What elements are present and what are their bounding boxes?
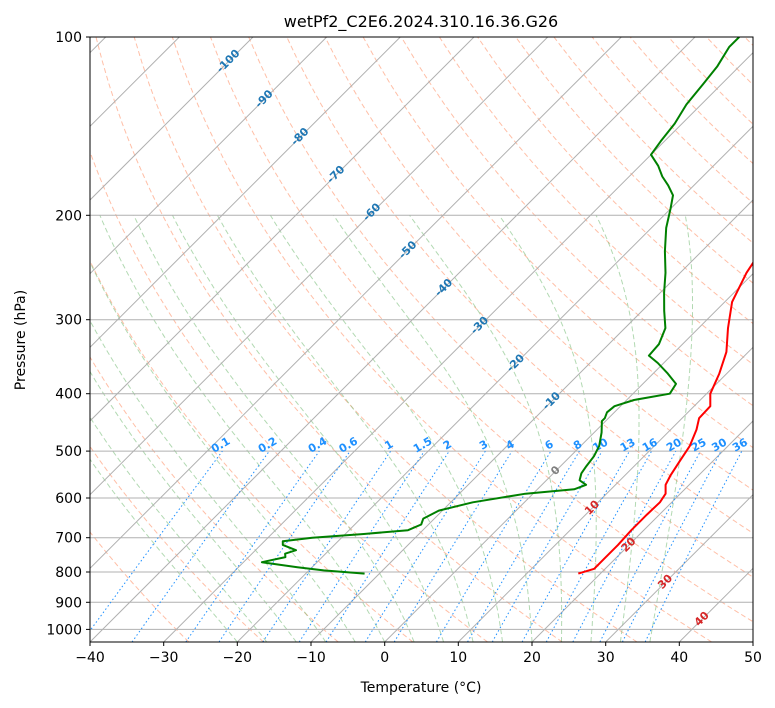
dewpoint-line bbox=[260, 37, 740, 575]
dry-adiabat-line bbox=[90, 531, 190, 642]
isotherm-line bbox=[457, 346, 753, 642]
dry-adiabat-line bbox=[90, 150, 488, 642]
dry-adiabat-line bbox=[90, 356, 339, 642]
mixing-ratio-line bbox=[185, 450, 320, 642]
x-axis-label: Temperature (°C) bbox=[360, 680, 482, 696]
moist-adiabat-line bbox=[409, 215, 563, 642]
x-tick-label: −20 bbox=[223, 650, 253, 666]
moist-adiabat-line bbox=[90, 416, 268, 642]
moist-adiabat-line bbox=[90, 319, 327, 642]
profile-series bbox=[260, 37, 753, 575]
y-tick-label: 400 bbox=[55, 387, 82, 403]
mixing-ratio-lines bbox=[90, 450, 743, 642]
moist-adiabat-line bbox=[269, 215, 503, 642]
x-tick-label: −30 bbox=[149, 650, 179, 666]
y-tick-label: 600 bbox=[55, 491, 82, 507]
x-tick-label: −10 bbox=[296, 650, 326, 666]
dry-adiabat-line bbox=[515, 37, 753, 284]
temperature-line bbox=[578, 261, 753, 575]
moist-adiabat-line bbox=[90, 260, 356, 642]
moist-adiabat-line bbox=[99, 215, 386, 642]
isotherm-line bbox=[90, 37, 254, 201]
x-tick-label: −40 bbox=[75, 650, 105, 666]
isotherm-line bbox=[90, 37, 328, 275]
isotherm-line bbox=[90, 37, 622, 570]
skewed-isotherms bbox=[90, 37, 753, 642]
mixing-ratio-line bbox=[521, 450, 630, 642]
y-tick-label: 900 bbox=[55, 595, 82, 611]
dry-adiabat-line bbox=[95, 37, 563, 642]
y-tick-label: 200 bbox=[55, 208, 82, 224]
isotherm-line bbox=[236, 125, 753, 642]
mixing-ratio-line bbox=[644, 450, 743, 642]
plot-frame bbox=[89, 36, 754, 643]
dry-adiabat-line bbox=[171, 37, 712, 642]
dry-adiabat-line bbox=[90, 445, 264, 642]
mixing-ratio-line bbox=[262, 450, 392, 642]
mixing-ratio-line bbox=[545, 450, 653, 642]
isotherm-line bbox=[605, 493, 753, 642]
moist-adiabat-line bbox=[133, 215, 415, 642]
isotherm-line bbox=[90, 37, 549, 496]
x-tick-label: 10 bbox=[449, 650, 467, 666]
pressure-gridlines bbox=[90, 37, 753, 630]
plot-area: -100-90-80-70-60-50-40-30-20-10010203040… bbox=[90, 37, 753, 642]
chart-title: wetPf2_C2E6.2024.310.16.36.G26 bbox=[284, 12, 558, 32]
x-tick-label: 40 bbox=[670, 650, 688, 666]
x-tick-label: 30 bbox=[597, 650, 615, 666]
moist-adiabat-line bbox=[649, 215, 693, 642]
isotherm-line bbox=[90, 37, 401, 349]
dry-adiabat-line bbox=[438, 37, 753, 366]
dry-adiabat-line bbox=[248, 37, 753, 578]
isotherm-line bbox=[90, 37, 475, 422]
y-tick-label: 300 bbox=[55, 313, 82, 329]
moist-adiabats bbox=[90, 215, 693, 642]
isotherm-line bbox=[531, 420, 753, 642]
y-axis-ticks: 100 200 300 400 500 600 700 800 900 1000 bbox=[46, 30, 90, 638]
dry-adiabat-line bbox=[210, 37, 753, 623]
isotherm-line bbox=[310, 199, 753, 642]
x-tick-label: 20 bbox=[523, 650, 541, 666]
isotherm-line bbox=[384, 272, 753, 642]
mixing-ratio-line bbox=[218, 450, 351, 642]
moist-adiabat-line bbox=[595, 215, 640, 642]
y-axis-label: Pressure (hPa) bbox=[13, 290, 29, 390]
mixing-ratio-line bbox=[325, 450, 450, 642]
moist-adiabat-line bbox=[172, 215, 445, 642]
mixing-ratio-line bbox=[572, 450, 677, 642]
y-tick-label: 700 bbox=[55, 531, 82, 547]
x-tick-label: 0 bbox=[380, 650, 389, 666]
dry-adiabat-line bbox=[133, 37, 638, 642]
mixing-ratio-line bbox=[298, 450, 425, 642]
isotherm-line bbox=[163, 51, 753, 642]
y-tick-label: 800 bbox=[55, 565, 82, 581]
y-tick-label: 1000 bbox=[46, 622, 82, 638]
moist-adiabat-line bbox=[90, 370, 297, 642]
dry-adiabat-line bbox=[324, 37, 753, 491]
moist-adiabat-line bbox=[498, 215, 597, 642]
dry-adiabat-line bbox=[400, 37, 753, 407]
mixing-ratio-line bbox=[393, 450, 513, 642]
moist-adiabat-line bbox=[90, 458, 238, 642]
y-tick-label: 500 bbox=[55, 444, 82, 460]
mixing-ratio-line bbox=[90, 450, 223, 632]
isotherm-line bbox=[90, 37, 696, 642]
x-axis-ticks: −40 −30 −20 −10 0 10 20 30 40 50 bbox=[75, 642, 762, 666]
mixing-ratio-line bbox=[131, 450, 270, 642]
x-tick-label: 50 bbox=[744, 650, 762, 666]
y-tick-label: 100 bbox=[55, 30, 82, 46]
